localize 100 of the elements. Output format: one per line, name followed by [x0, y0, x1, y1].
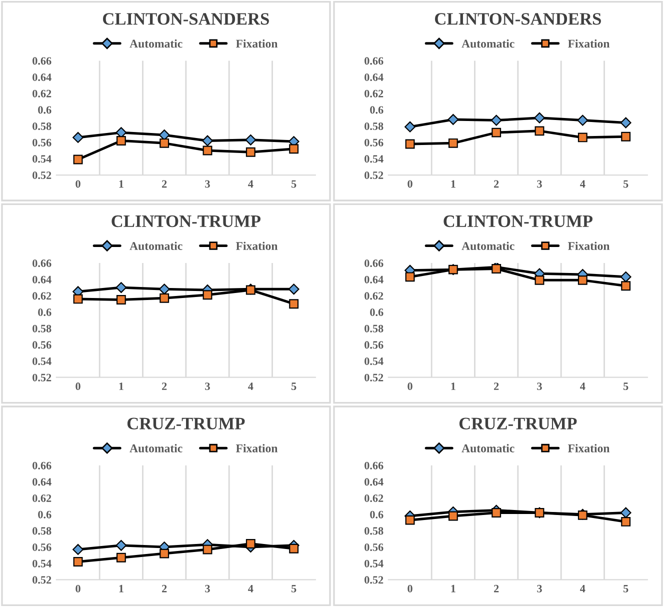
legend-label: Fixation	[568, 242, 610, 250]
legend-label: Automatic	[462, 39, 514, 48]
y-tick-label: 0.52	[32, 171, 52, 180]
y-tick-label: 0.66	[364, 260, 384, 268]
y-tick-label: 0.56	[32, 138, 52, 146]
x-tick-label: 2	[162, 382, 167, 390]
y-tick-label: 0.58	[364, 122, 384, 130]
y-tick-label: 0.56	[32, 341, 52, 349]
legend-label: Fixation	[568, 444, 610, 452]
y-tick-label: 0.56	[364, 543, 384, 552]
chart-title: CLINTON-TRUMP	[444, 215, 593, 228]
y-tick-label: 0.6	[370, 106, 384, 114]
y-tick-label: 0.56	[364, 138, 384, 146]
y-tick-label: 0.54	[32, 155, 52, 163]
x-tick-label: 4	[580, 382, 586, 390]
y-tick-label: 0.6	[38, 510, 52, 518]
y-tick-label: 0.52	[364, 576, 384, 584]
y-tick-label: 0.64	[32, 276, 52, 284]
y-tick-label: 0.6	[38, 308, 52, 316]
x-tick-label: 5	[291, 382, 296, 390]
y-tick-label: 0.52	[364, 171, 384, 180]
x-tick-label: 3	[205, 382, 210, 390]
x-tick-label: 5	[291, 584, 296, 592]
x-tick-label: 2	[494, 180, 499, 188]
y-tick-label: 0.58	[32, 527, 52, 535]
y-tick-label: 0.58	[32, 122, 52, 130]
x-tick-label: 4	[248, 180, 254, 188]
x-tick-label: 3	[537, 584, 542, 592]
y-tick-label: 0.64	[364, 478, 384, 486]
legend-label: Automatic	[462, 242, 514, 250]
y-tick-label: 0.66	[32, 57, 52, 65]
y-tick-label: 0.52	[364, 374, 384, 382]
x-tick-label: 0	[408, 584, 412, 592]
y-tick-label: 0.58	[32, 324, 52, 332]
y-tick-label: 0.56	[32, 543, 52, 552]
x-tick-label: 0	[408, 180, 412, 188]
y-tick-label: 0.54	[364, 357, 384, 366]
y-tick-label: 0.66	[364, 462, 384, 470]
y-tick-label: 0.6	[370, 510, 384, 518]
x-tick-label: 0	[76, 382, 80, 390]
y-tick-label: 0.62	[364, 494, 384, 502]
x-tick-label: 4	[248, 382, 254, 390]
y-tick-label: 0.54	[32, 357, 52, 366]
x-tick-label: 1	[119, 180, 124, 188]
x-tick-label: 5	[623, 382, 628, 390]
chart-title: CLINTON-TRUMP	[112, 215, 261, 228]
chart-title: CLINTON-SANDERS	[434, 13, 601, 25]
chart-title: CRUZ-TRUMP	[459, 418, 577, 430]
y-tick-label: 0.58	[364, 527, 384, 535]
y-tick-label: 0.6	[370, 308, 384, 316]
x-tick-label: 5	[623, 584, 628, 592]
y-tick-label: 0.64	[364, 73, 384, 82]
y-tick-label: 0.66	[32, 462, 52, 470]
legend-label: Fixation	[568, 39, 610, 48]
x-tick-label: 2	[494, 382, 499, 390]
y-tick-label: 0.64	[32, 478, 52, 486]
x-tick-label: 2	[162, 180, 167, 188]
x-tick-label: 4	[580, 180, 586, 188]
y-tick-label: 0.52	[32, 374, 52, 382]
y-tick-label: 0.54	[364, 155, 384, 163]
y-tick-label: 0.62	[32, 90, 52, 98]
y-tick-label: 0.62	[32, 494, 52, 502]
x-tick-label: 3	[205, 180, 210, 188]
x-tick-label: 0	[408, 382, 412, 390]
y-tick-label: 0.66	[364, 57, 384, 65]
y-tick-label: 0.62	[364, 292, 384, 300]
y-tick-label: 0.62	[32, 292, 52, 300]
x-tick-label: 1	[451, 180, 456, 188]
legend-label: Fixation	[236, 444, 278, 452]
y-tick-label: 0.62	[364, 90, 384, 98]
y-tick-label: 0.6	[38, 106, 52, 114]
legend-label: Automatic	[462, 444, 514, 452]
y-tick-label: 0.54	[364, 560, 384, 568]
chart-title: CLINTON-SANDERS	[102, 13, 269, 25]
x-tick-label: 3	[537, 382, 542, 390]
x-tick-label: 0	[76, 584, 80, 592]
x-tick-label: 5	[623, 180, 628, 188]
y-tick-label: 0.54	[32, 560, 52, 568]
legend-label: Automatic	[130, 39, 182, 48]
x-tick-label: 5	[291, 180, 296, 188]
x-tick-label: 1	[451, 584, 456, 592]
x-tick-label: 2	[162, 584, 167, 592]
x-tick-label: 3	[537, 180, 542, 188]
legend-label: Fixation	[236, 242, 278, 250]
y-tick-label: 0.64	[32, 73, 52, 82]
x-tick-label: 4	[248, 584, 254, 592]
y-tick-label: 0.56	[364, 341, 384, 349]
y-tick-label: 0.52	[32, 576, 52, 584]
legend-label: Fixation	[236, 39, 278, 48]
x-tick-label: 0	[76, 180, 80, 188]
y-tick-label: 0.66	[32, 260, 52, 268]
chart-title: CRUZ-TRUMP	[127, 418, 245, 430]
legend-label: Automatic	[130, 242, 182, 250]
x-tick-label: 1	[451, 382, 456, 390]
legend-label: Automatic	[130, 444, 182, 452]
x-tick-label: 1	[119, 584, 124, 592]
x-tick-label: 2	[494, 584, 499, 592]
y-tick-label: 0.64	[364, 276, 384, 284]
x-tick-label: 3	[205, 584, 210, 592]
x-tick-label: 4	[580, 584, 586, 592]
